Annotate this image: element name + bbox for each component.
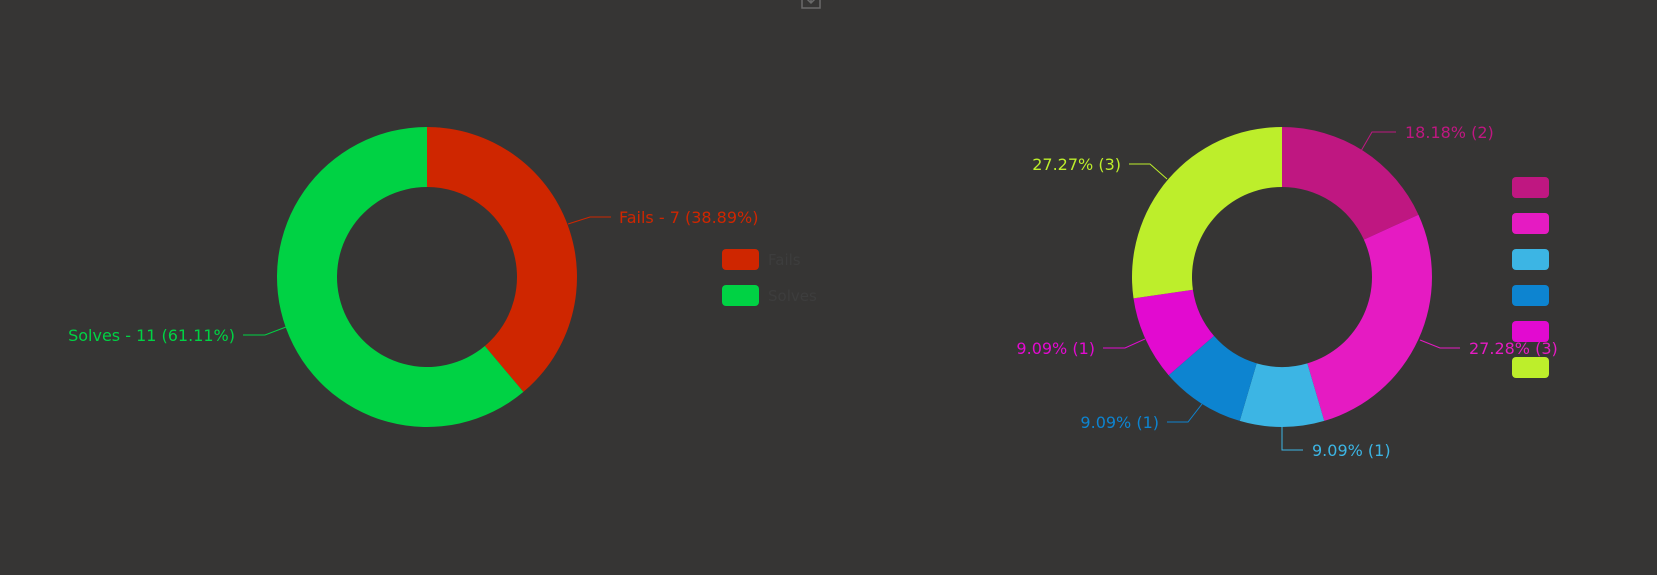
slice-label-leader — [1281, 427, 1303, 451]
slice-label-leader — [1360, 131, 1396, 152]
slice-label-leader — [1129, 163, 1168, 180]
download-icon[interactable] — [801, 0, 821, 9]
slice-label-leader — [243, 326, 287, 336]
legend-swatch[interactable] — [1512, 213, 1549, 234]
legend-label[interactable]: Fails — [768, 251, 801, 269]
legend-swatch[interactable] — [1512, 321, 1549, 342]
slice-label: Fails - 7 (38.89%) — [619, 208, 758, 227]
slice-label-leader — [1419, 339, 1460, 349]
donut-slice-4[interactable] — [1133, 289, 1214, 376]
donut-slice-2[interactable] — [1239, 363, 1325, 427]
donut-slice-1[interactable] — [277, 126, 524, 427]
legend-swatch[interactable] — [1512, 357, 1549, 378]
slice-label: 9.09% (1) — [1312, 441, 1391, 460]
legend-swatch[interactable] — [722, 285, 759, 306]
legend-label[interactable]: Solves — [768, 287, 817, 305]
slice-label: 9.09% (1) — [1016, 339, 1095, 358]
slice-label: 27.28% (3) — [1469, 339, 1558, 358]
donut-slice-3[interactable] — [1168, 335, 1257, 421]
slice-label: Solves - 11 (61.11%) — [68, 326, 235, 345]
donut-slice-1[interactable] — [1307, 214, 1432, 421]
slice-label: 9.09% (1) — [1080, 413, 1159, 432]
slice-label: 18.18% (2) — [1405, 123, 1494, 142]
legend-swatch[interactable] — [1512, 285, 1549, 306]
slice-label-leader — [1103, 338, 1146, 349]
chart-categories: 18.18% (2) 27.28% (3) 9.09% (1) 9.09% (1) 9.… — [1016, 123, 1557, 460]
donut-slice-0[interactable] — [1282, 127, 1419, 240]
slice-label-leader — [567, 216, 611, 225]
legend-swatch[interactable] — [722, 249, 759, 270]
slice-label-leader — [1167, 403, 1203, 423]
donut-slice-5[interactable] — [1132, 127, 1282, 299]
legend-swatch[interactable] — [1512, 249, 1549, 270]
slice-label: 27.27% (3) — [1032, 155, 1121, 174]
donut-slice-0[interactable] — [427, 127, 578, 392]
legend-swatch[interactable] — [1512, 177, 1549, 198]
chart-fails-solves: Fails - 7 (38.89%) Solves - 11 (61.11%) Fa… — [68, 126, 817, 427]
